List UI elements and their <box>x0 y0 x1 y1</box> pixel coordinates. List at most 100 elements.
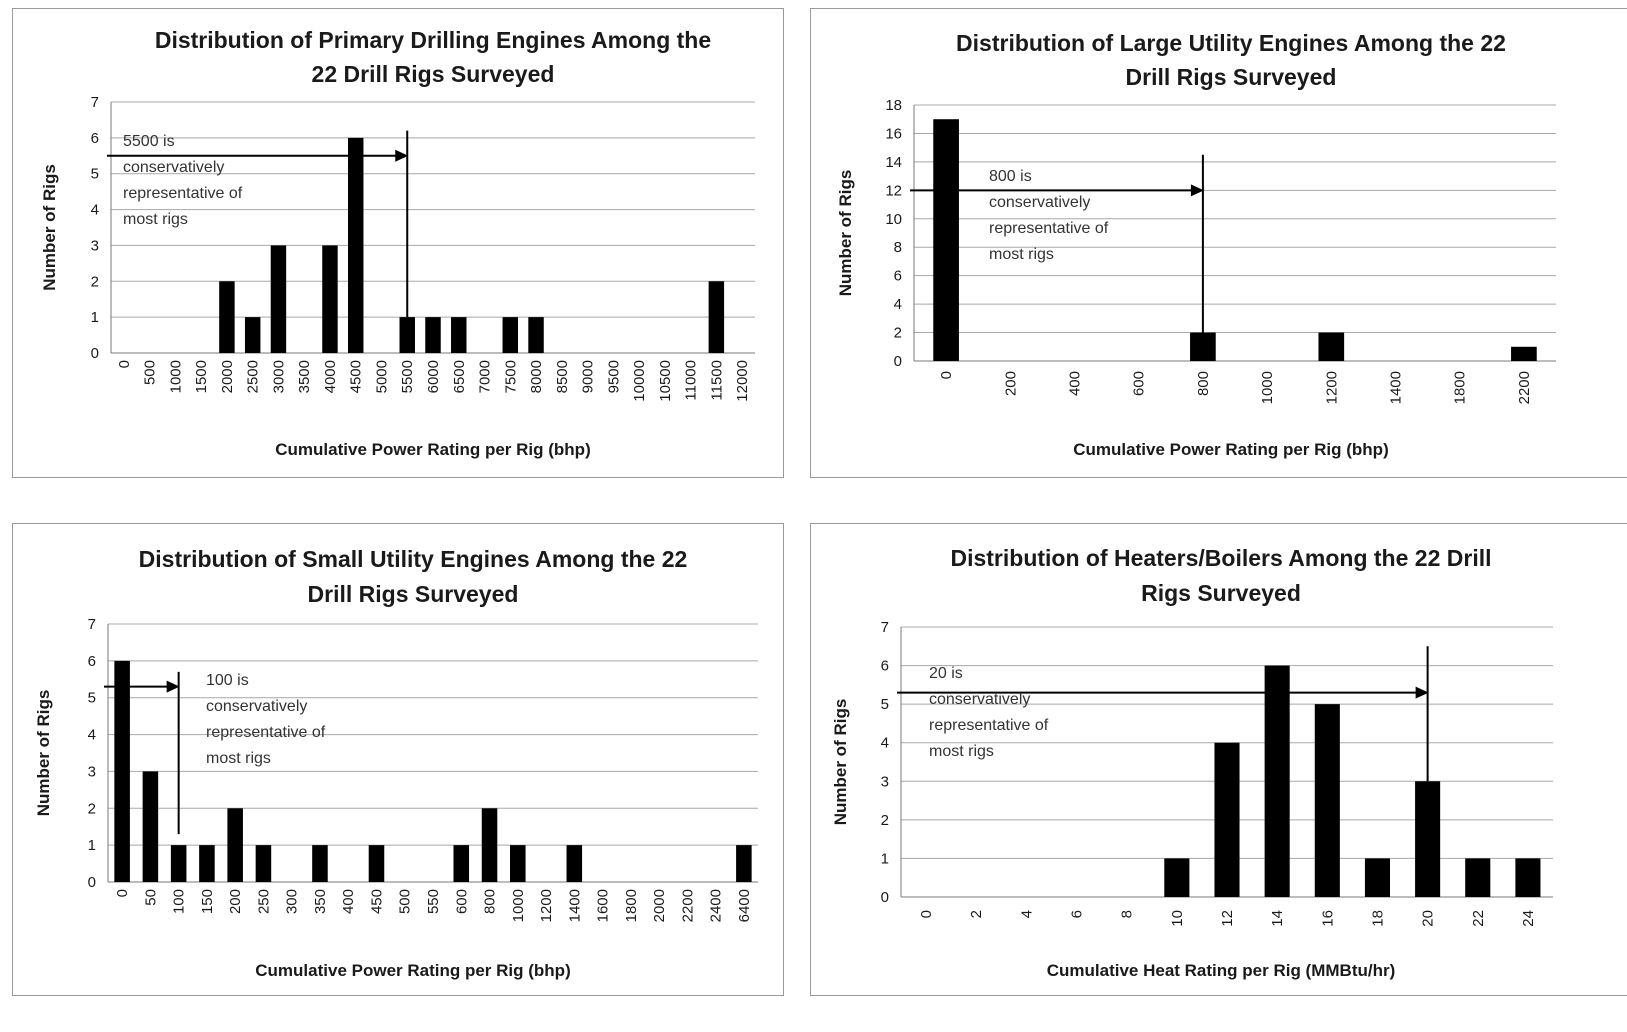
x-tick-label: 10000 <box>631 360 648 402</box>
x-tick-label: 10 <box>1169 910 1186 927</box>
y-axis-title: Number of Rigs <box>836 170 855 297</box>
x-tick-label: 1000 <box>510 889 527 922</box>
bar <box>170 845 187 882</box>
x-tick-label: 6500 <box>451 360 468 393</box>
bar <box>199 845 215 882</box>
bar <box>1190 332 1216 361</box>
annotation-arrowhead <box>395 149 409 162</box>
annotation-text: 100 is <box>206 672 249 689</box>
y-tick-label: 0 <box>88 874 96 891</box>
x-tick-label: 250 <box>255 889 272 914</box>
x-tick-label: 2 <box>968 910 985 918</box>
x-tick-label: 2200 <box>1516 371 1533 404</box>
y-tick-label: 6 <box>894 268 902 285</box>
bar <box>481 808 498 882</box>
y-tick-label: 0 <box>91 345 99 362</box>
chart-panel-primary-drilling-engines: Distribution of Primary Drilling Engines… <box>12 8 784 478</box>
y-tick-label: 5 <box>881 696 889 713</box>
bar <box>1314 704 1340 897</box>
x-tick-label: 2200 <box>679 889 696 922</box>
y-tick-label: 5 <box>91 166 99 183</box>
annotation-text: representative of <box>123 185 243 202</box>
x-tick-label: 4 <box>1018 910 1035 918</box>
x-tick-label: 400 <box>1067 371 1084 396</box>
chart-svg: Distribution of Large Utility Engines Am… <box>836 30 1556 459</box>
y-tick-label: 12 <box>885 182 902 199</box>
annotation-text: representative of <box>989 220 1109 237</box>
x-tick-label: 800 <box>482 889 499 914</box>
x-tick-label: 150 <box>199 889 216 914</box>
y-tick-label: 4 <box>881 735 889 752</box>
annotation-text: conservatively <box>929 691 1030 708</box>
bar <box>510 845 526 882</box>
x-tick-label: 12000 <box>734 360 751 402</box>
bar <box>1364 858 1390 897</box>
x-tick-label: 300 <box>284 889 301 914</box>
x-tick-label: 400 <box>340 889 357 914</box>
annotation-text: most rigs <box>929 743 994 760</box>
bar <box>368 845 385 882</box>
y-axis-title: Number of Rigs <box>831 699 850 826</box>
annotation-text: most rigs <box>123 211 188 228</box>
x-tick-label: 5000 <box>373 360 390 393</box>
chart-title: Drill Rigs Surveyed <box>308 581 519 607</box>
bar <box>933 119 959 361</box>
chart-panel-small-utility-engines: Distribution of Small Utility Engines Am… <box>12 523 784 996</box>
annotation-text: 800 is <box>989 168 1032 185</box>
x-tick-label: 11500 <box>708 360 725 401</box>
x-tick-label: 6400 <box>736 889 753 922</box>
bar <box>1318 332 1345 361</box>
annotation-arrowhead <box>166 680 180 693</box>
y-tick-label: 1 <box>88 837 96 854</box>
x-tick-label: 200 <box>1002 371 1019 396</box>
bar <box>244 317 261 353</box>
bar <box>399 317 415 353</box>
y-tick-label: 6 <box>91 130 99 147</box>
y-tick-label: 2 <box>894 325 902 342</box>
y-tick-label: 4 <box>88 727 96 744</box>
chart-title: Drill Rigs Surveyed <box>1126 64 1337 90</box>
x-tick-label: 1000 <box>167 360 184 393</box>
x-tick-label: 600 <box>453 889 470 914</box>
y-tick-label: 14 <box>885 154 902 171</box>
bar <box>528 317 544 353</box>
chart-title: 22 Drill Rigs Surveyed <box>312 61 555 87</box>
bar <box>425 317 441 353</box>
x-tick-label: 6000 <box>425 360 442 393</box>
x-tick-label: 1200 <box>538 889 555 922</box>
x-tick-label: 350 <box>312 889 329 914</box>
x-tick-label: 9500 <box>605 360 622 393</box>
bar <box>1164 858 1190 897</box>
y-tick-label: 3 <box>88 763 96 780</box>
bar <box>566 845 583 882</box>
x-tick-label: 2000 <box>219 360 236 393</box>
x-tick-label: 1400 <box>1388 371 1405 404</box>
x-tick-label: 2000 <box>651 889 668 922</box>
bar <box>219 281 235 353</box>
x-tick-label: 22 <box>1470 910 1487 927</box>
x-tick-label: 1400 <box>566 889 583 922</box>
y-tick-label: 0 <box>894 353 902 370</box>
y-tick-label: 2 <box>881 812 889 829</box>
x-tick-label: 8500 <box>554 360 571 393</box>
chart-panel-heaters-boilers: Distribution of Heaters/Boilers Among th… <box>810 523 1627 996</box>
x-axis-title: Cumulative Power Rating per Rig (bhp) <box>275 440 590 459</box>
x-tick-label: 2400 <box>708 889 725 922</box>
x-tick-label: 800 <box>1195 371 1212 396</box>
x-tick-label: 500 <box>397 889 414 914</box>
y-tick-label: 2 <box>91 273 99 290</box>
x-tick-label: 0 <box>918 910 935 918</box>
annotation-text: most rigs <box>206 750 271 767</box>
chart-svg: Distribution of Small Utility Engines Am… <box>34 546 758 980</box>
x-tick-label: 4000 <box>322 360 339 393</box>
x-tick-label: 2500 <box>245 360 262 393</box>
y-tick-label: 2 <box>88 800 96 817</box>
x-tick-label: 450 <box>368 889 385 914</box>
bar <box>1264 665 1290 897</box>
annotation-text: representative of <box>206 724 326 741</box>
x-tick-label: 1200 <box>1323 371 1340 404</box>
annotation-text: 5500 is <box>123 133 175 150</box>
x-tick-label: 6 <box>1069 910 1086 918</box>
x-tick-label: 10500 <box>657 360 674 402</box>
x-tick-label: 500 <box>142 360 159 385</box>
